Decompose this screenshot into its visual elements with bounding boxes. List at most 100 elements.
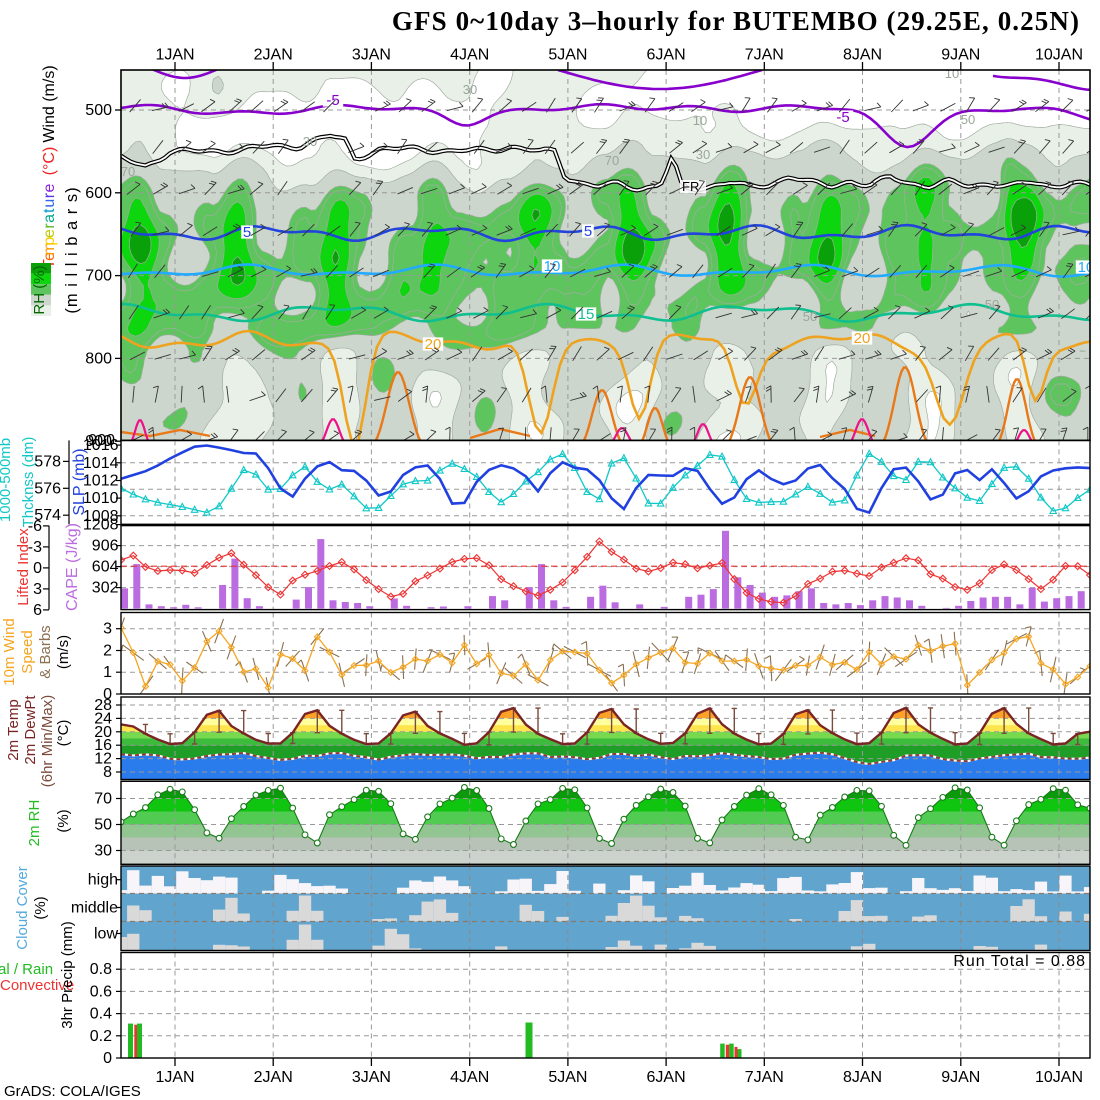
svg-text:30: 30 — [463, 82, 477, 97]
svg-text:0: 0 — [33, 560, 42, 577]
svg-text:u: u — [41, 199, 58, 208]
svg-text:15: 15 — [578, 306, 595, 323]
svg-text:0: 0 — [103, 1050, 112, 1067]
svg-text:Cloud Cover: Cloud Cover — [14, 866, 31, 949]
svg-text:m: m — [41, 242, 58, 255]
svg-text:2JAN: 2JAN — [254, 47, 293, 64]
svg-text:5JAN: 5JAN — [548, 47, 587, 64]
svg-text:8JAN: 8JAN — [843, 47, 882, 64]
svg-text:t: t — [41, 208, 58, 213]
svg-text:302: 302 — [92, 580, 119, 597]
svg-text:20: 20 — [854, 330, 871, 347]
svg-text:20: 20 — [94, 724, 112, 741]
svg-text:Lifted Index: Lifted Index — [15, 528, 32, 606]
svg-text:(m/s): (m/s) — [55, 635, 72, 669]
svg-text:1JAN: 1JAN — [155, 1069, 194, 1086]
svg-text:Run Total = 0.88: Run Total = 0.88 — [953, 953, 1086, 970]
svg-text:3: 3 — [33, 581, 42, 598]
svg-text:3: 3 — [103, 621, 112, 638]
svg-text:e: e — [41, 229, 58, 238]
svg-text:576: 576 — [34, 480, 61, 497]
svg-text:RH (%): RH (%) — [31, 265, 48, 314]
svg-text:906: 906 — [92, 538, 119, 555]
svg-text:5: 5 — [243, 224, 251, 241]
svg-text:10: 10 — [544, 258, 561, 275]
svg-text:-3: -3 — [28, 539, 42, 556]
svg-text:(%): (%) — [55, 809, 72, 832]
svg-text:28: 28 — [94, 697, 112, 714]
svg-text:4JAN: 4JAN — [450, 1069, 489, 1086]
svg-text:(°C): (°C) — [41, 147, 58, 176]
svg-text:8: 8 — [103, 764, 112, 781]
svg-text:7JAN: 7JAN — [745, 1069, 784, 1086]
svg-text:-5: -5 — [836, 109, 849, 126]
svg-text:2m DewPt: 2m DewPt — [22, 695, 39, 765]
svg-text:1014: 1014 — [83, 455, 119, 472]
svg-text:4JAN: 4JAN — [450, 47, 489, 64]
svg-text:70: 70 — [605, 153, 619, 168]
svg-text:-6: -6 — [28, 518, 42, 535]
svg-text:1000-500mb: 1000-500mb — [0, 438, 14, 522]
svg-text:900: 900 — [88, 432, 115, 449]
svg-text:10: 10 — [1078, 259, 1095, 276]
svg-text:10: 10 — [693, 113, 707, 128]
svg-text:30: 30 — [696, 147, 710, 162]
svg-text:e: e — [41, 252, 58, 261]
svg-text:50: 50 — [961, 112, 975, 127]
svg-text:1016: 1016 — [83, 437, 119, 454]
svg-text:30: 30 — [303, 134, 317, 149]
svg-text:Convective: Convective — [0, 977, 74, 994]
svg-text:5JAN: 5JAN — [548, 1069, 587, 1086]
svg-text:70: 70 — [121, 164, 135, 179]
svg-text:9JAN: 9JAN — [941, 1069, 980, 1086]
svg-text:1JAN: 1JAN — [155, 47, 194, 64]
svg-text:a: a — [41, 214, 58, 223]
svg-text:r: r — [41, 192, 58, 198]
svg-text:GFS 0~10day 3–hourly for BUTEM: GFS 0~10day 3–hourly for BUTEMBO (29.25E… — [392, 6, 1080, 36]
svg-text:10m Wind: 10m Wind — [1, 618, 18, 686]
svg-text:1010: 1010 — [83, 490, 119, 507]
svg-text:FR: FR — [682, 179, 699, 194]
svg-text:6JAN: 6JAN — [647, 47, 686, 64]
svg-text:12: 12 — [94, 751, 112, 768]
svg-text:Total / Rain: Total / Rain — [0, 961, 53, 978]
svg-text:2m RH: 2m RH — [26, 800, 43, 847]
svg-text:50: 50 — [94, 817, 112, 834]
svg-text:574: 574 — [34, 507, 61, 524]
svg-text:30: 30 — [94, 843, 112, 860]
svg-text:middle: middle — [71, 900, 118, 917]
svg-text:e: e — [41, 183, 58, 192]
svg-text:2m Temp: 2m Temp — [5, 699, 22, 760]
svg-text:GrADS: COLA/IGES: GrADS: COLA/IGES — [4, 1083, 141, 1100]
svg-text:1: 1 — [103, 664, 112, 681]
svg-text:low: low — [94, 926, 118, 943]
svg-text:7JAN: 7JAN — [745, 47, 784, 64]
svg-text:r: r — [41, 223, 58, 229]
svg-text:3JAN: 3JAN — [352, 47, 391, 64]
svg-text:3hr Precip (mm): 3hr Precip (mm) — [59, 921, 76, 1029]
svg-text:Speed: Speed — [19, 630, 36, 673]
svg-text:50: 50 — [985, 297, 999, 312]
svg-text:& Barbs: & Barbs — [37, 625, 54, 678]
svg-text:3JAN: 3JAN — [352, 1069, 391, 1086]
svg-text:high: high — [88, 872, 118, 889]
svg-text:1008: 1008 — [83, 508, 119, 525]
svg-text:CAPE (J/kg): CAPE (J/kg) — [64, 523, 81, 611]
svg-text:800: 800 — [85, 350, 112, 367]
svg-text:5: 5 — [584, 223, 592, 240]
svg-text:0: 0 — [103, 686, 112, 703]
svg-text:p: p — [41, 237, 58, 246]
svg-text:0.6: 0.6 — [90, 983, 112, 1000]
svg-text:10JAN: 10JAN — [1035, 47, 1083, 64]
svg-text:604: 604 — [92, 559, 119, 576]
svg-text:10JAN: 10JAN — [1035, 1069, 1083, 1086]
svg-text:9JAN: 9JAN — [941, 47, 980, 64]
svg-text:600: 600 — [85, 185, 112, 202]
svg-text:500: 500 — [85, 102, 112, 119]
svg-text:2JAN: 2JAN — [254, 1069, 293, 1086]
svg-text:10: 10 — [945, 66, 959, 81]
svg-text:50: 50 — [803, 309, 817, 324]
svg-text:900: 900 — [85, 433, 112, 450]
svg-text:24: 24 — [94, 710, 112, 727]
svg-text:578: 578 — [34, 453, 61, 470]
